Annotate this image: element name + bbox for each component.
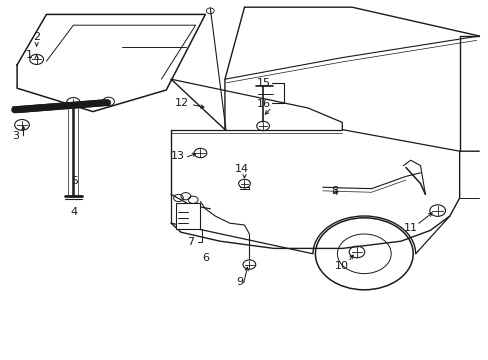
Text: 6: 6 [202,253,208,263]
Text: 2: 2 [33,32,40,42]
FancyBboxPatch shape [176,203,200,229]
Text: 7: 7 [187,237,194,247]
Text: 8: 8 [331,186,338,196]
Text: 12: 12 [175,98,188,108]
Text: 15: 15 [257,78,270,88]
Text: 1: 1 [26,50,33,60]
Text: 14: 14 [235,164,248,174]
Text: 4: 4 [71,207,78,217]
Text: 5: 5 [71,176,78,186]
Text: 9: 9 [236,276,243,287]
Text: 16: 16 [257,99,270,109]
Text: 10: 10 [335,261,348,271]
Text: 11: 11 [403,222,417,233]
Text: 13: 13 [170,150,184,161]
Text: 3: 3 [13,131,20,141]
Polygon shape [17,14,205,112]
